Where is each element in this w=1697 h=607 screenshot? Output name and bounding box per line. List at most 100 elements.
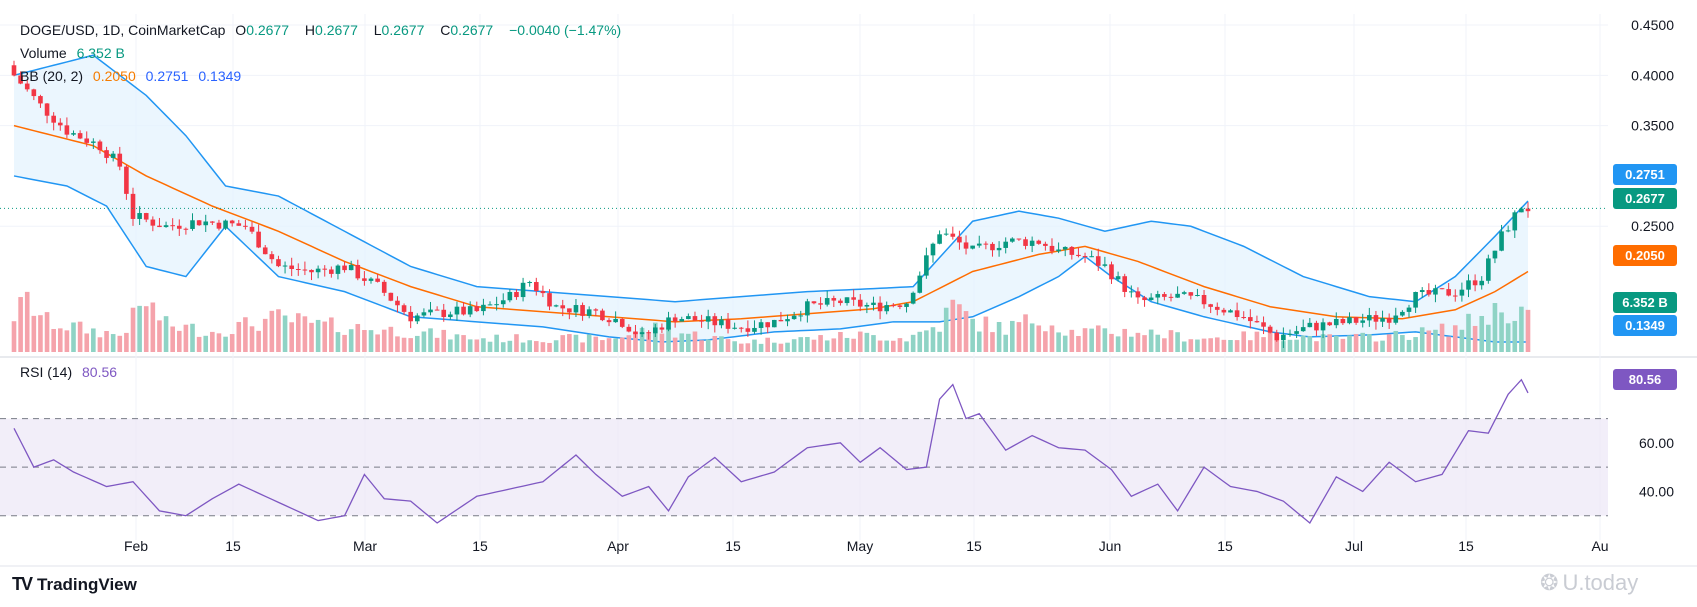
volume-bar xyxy=(1314,341,1319,352)
low-value: 0.2677 xyxy=(381,22,425,38)
time-tick-label: Au xyxy=(1591,538,1608,554)
tradingview-brand[interactable]: TV TradingView xyxy=(12,574,137,595)
volume-bar xyxy=(1115,336,1121,352)
candle-body xyxy=(381,281,387,293)
symbol-label[interactable]: DOGE/USD, 1D, CoinMarketCap xyxy=(20,22,226,38)
candle-body xyxy=(124,166,129,194)
volume-bar xyxy=(1195,339,1200,352)
candle-body xyxy=(428,309,433,313)
candle-body xyxy=(51,115,56,123)
candle-body xyxy=(1082,256,1088,258)
candle-body xyxy=(1208,304,1213,307)
volume-bar xyxy=(758,343,764,352)
candle-body xyxy=(1353,317,1359,323)
volume-bar xyxy=(494,334,499,352)
volume-bar xyxy=(467,339,473,352)
volume-bar xyxy=(434,337,440,352)
candle-body xyxy=(71,133,76,135)
candle-body xyxy=(573,305,579,313)
candle-body xyxy=(1201,295,1207,305)
volume-bar xyxy=(785,342,790,352)
candle-body xyxy=(276,259,281,267)
volume-bar xyxy=(11,321,17,352)
rsi-legend[interactable]: RSI (14) 80.56 xyxy=(20,364,123,380)
candle-body xyxy=(362,278,367,281)
volume-bar xyxy=(818,335,823,352)
volume-bar xyxy=(1188,339,1194,352)
volume-bar xyxy=(606,338,612,352)
volume-bar xyxy=(996,321,1002,352)
volume-bar xyxy=(699,340,704,352)
candle-body xyxy=(864,304,870,307)
volume-bar xyxy=(256,330,261,352)
volume-bar xyxy=(38,315,43,352)
bb-legend[interactable]: BB (20, 2) 0.2050 0.2751 0.1349 xyxy=(20,68,247,84)
volume-bar xyxy=(1307,336,1313,352)
candle-body xyxy=(593,309,599,311)
volume-bar xyxy=(428,328,433,352)
candle-body xyxy=(1439,288,1445,290)
volume-bar xyxy=(1168,330,1174,352)
bb-basis-value: 0.2050 xyxy=(92,68,136,84)
volume-bar xyxy=(1360,332,1366,352)
volume-bar xyxy=(183,324,189,352)
candle-body xyxy=(943,233,949,235)
volume-bar xyxy=(1505,323,1511,352)
rsi-badge: 80.56 xyxy=(1613,369,1677,390)
candle-body xyxy=(150,219,156,226)
volume-label: Volume xyxy=(20,45,67,61)
candle-body xyxy=(976,243,982,246)
volume-bar xyxy=(659,333,665,352)
volume-bar xyxy=(1433,329,1438,352)
volume-bar xyxy=(600,340,605,352)
volume-bar xyxy=(329,317,334,352)
volume-bar xyxy=(203,335,209,352)
volume-bar xyxy=(1459,329,1465,352)
candle-body xyxy=(1168,296,1174,298)
candle-body xyxy=(309,269,314,273)
volume-bar xyxy=(1241,331,1247,352)
candle-body xyxy=(1406,307,1412,312)
candle-body xyxy=(269,254,275,260)
candlesticks xyxy=(11,60,1531,349)
volume-bar xyxy=(930,327,936,352)
candle-body xyxy=(1029,240,1035,246)
bb-lower-line xyxy=(13,175,1529,343)
volume-bar xyxy=(719,336,724,352)
volume-bar xyxy=(368,330,374,352)
volume-bar xyxy=(990,332,995,352)
volume-bar xyxy=(91,328,96,352)
candle-body xyxy=(216,222,222,229)
volume-legend[interactable]: Volume 6.352 B xyxy=(20,45,131,61)
candle-body xyxy=(1525,208,1531,212)
volume-bar xyxy=(838,331,843,352)
volume-bar xyxy=(891,340,896,352)
candle-body xyxy=(1492,250,1498,259)
volume-bar xyxy=(672,337,678,352)
volume-bar xyxy=(481,338,486,352)
candle-body xyxy=(1267,326,1273,333)
candle-body xyxy=(1400,311,1405,316)
volume-bar xyxy=(567,334,572,352)
candle-body xyxy=(170,225,175,227)
volume-bar xyxy=(573,334,579,352)
candle-body xyxy=(137,213,142,219)
volume-badge: 6.352 B xyxy=(1613,292,1677,313)
candle-body xyxy=(1135,291,1141,298)
axes: 0.4500 0.4000 0.3500 0.2500 Feb 15 Mar 15 Apr 15 M… xyxy=(0,17,1674,554)
volume-bar xyxy=(1129,336,1134,352)
candle-body xyxy=(613,318,618,323)
candle-body xyxy=(646,332,651,334)
bb-upper-badge: 0.2751 xyxy=(1613,164,1677,185)
bb-upper-value: 0.2751 xyxy=(145,68,189,84)
volume-bar xyxy=(738,343,744,352)
volume-bar xyxy=(639,327,645,352)
candle-body xyxy=(1188,292,1194,296)
volume-bar xyxy=(1367,334,1372,352)
candle-body xyxy=(1300,327,1306,332)
bb-label: BB (20, 2) xyxy=(20,68,84,84)
volume-bar xyxy=(507,340,513,352)
volume-bar xyxy=(778,343,784,352)
volume-bar xyxy=(210,331,215,352)
